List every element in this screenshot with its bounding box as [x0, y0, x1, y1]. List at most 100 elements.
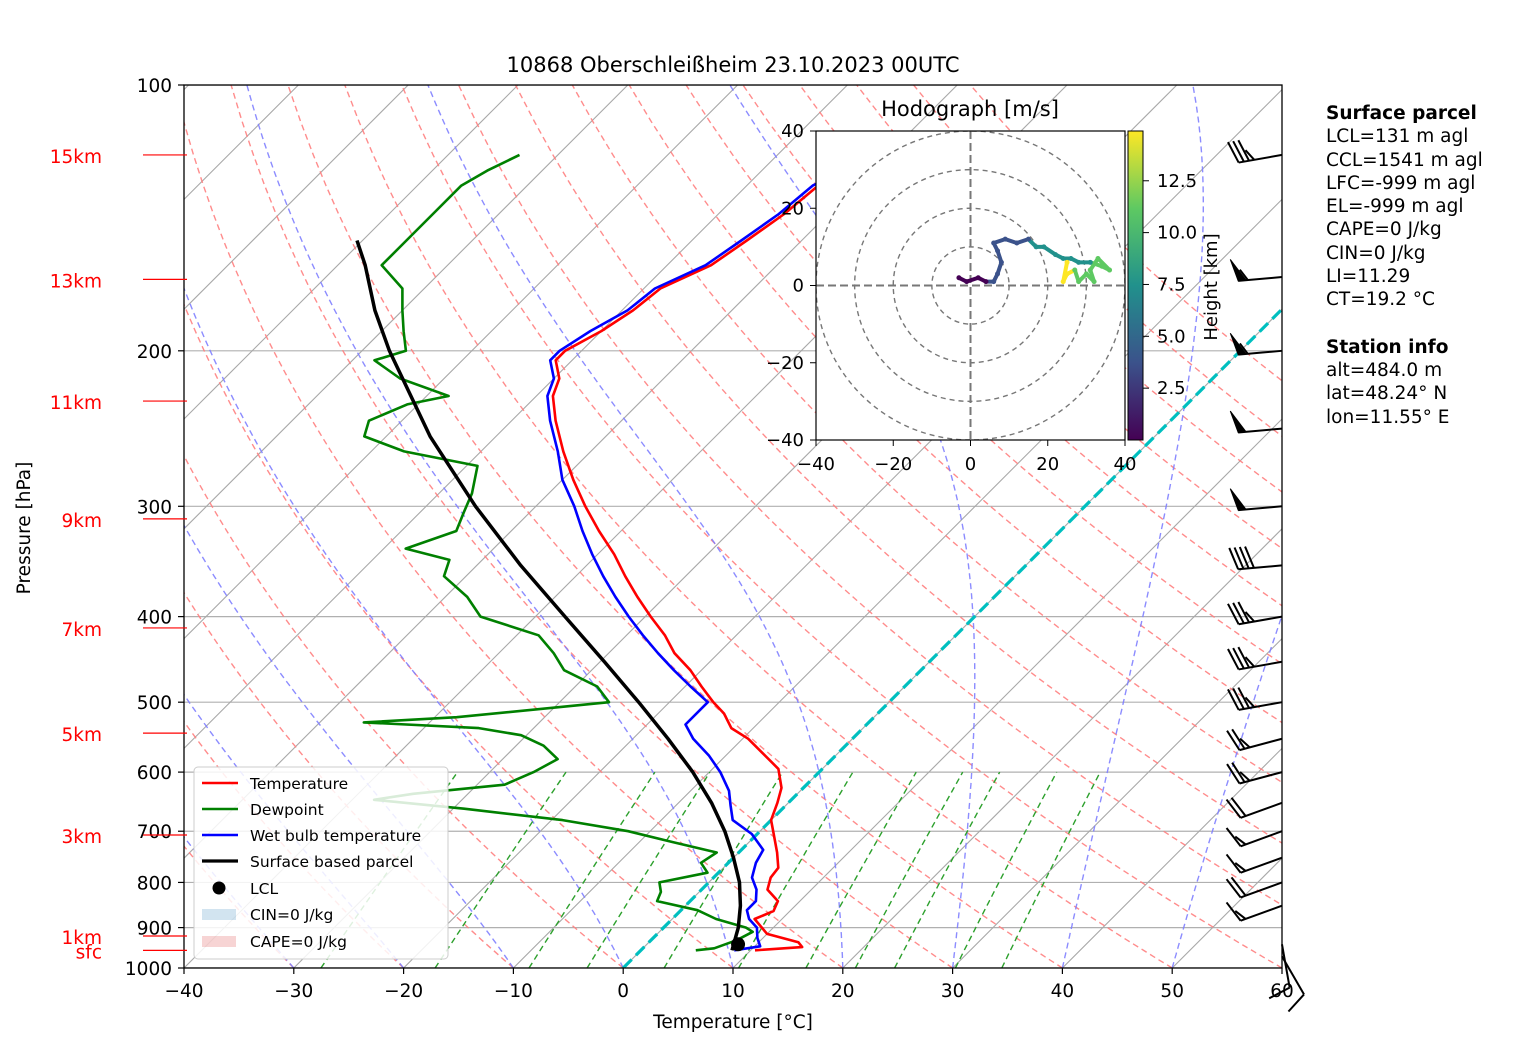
moist-adiabat: [729, 85, 976, 968]
mixing-ratio-line: [663, 771, 784, 968]
y-tick-label: 800: [137, 873, 172, 894]
info-lon: lon=11.55° E: [1326, 406, 1450, 428]
wind-barb: [1225, 876, 1283, 899]
info-cape: CAPE=0 J/kg: [1326, 219, 1442, 241]
hodograph-y-tick-label: −20: [766, 353, 804, 374]
dry-adiabat: [401, 85, 1282, 968]
dry-adiabat: [287, 85, 1063, 968]
wind-barbs: [1225, 139, 1305, 1013]
wind-barb: [1268, 944, 1291, 1000]
temperature-profile: [551, 153, 899, 952]
height-label: 13km: [50, 271, 102, 292]
hodograph-point: [1068, 255, 1074, 261]
x-tick-label: 30: [941, 981, 965, 1002]
legend-lcl: LCL: [250, 880, 278, 898]
hodograph-point: [956, 275, 962, 281]
hodograph-point: [1014, 240, 1020, 246]
hodograph-colorbar: [1127, 130, 1144, 441]
y-tick-label: 300: [137, 497, 172, 518]
info-li: LI=11.29: [1326, 266, 1411, 288]
dry-adiabat: [184, 302, 734, 968]
legend-temperature: Temperature: [249, 775, 348, 793]
wind-barb: [1228, 546, 1283, 571]
y-tick-label: 1000: [125, 959, 172, 980]
hodograph-point: [995, 271, 1001, 277]
hodograph-x-tick-label: −40: [797, 454, 835, 475]
x-tick-label: −40: [164, 981, 203, 1002]
hodograph-point: [998, 259, 1004, 265]
height-label: 15km: [50, 147, 102, 168]
hodograph-point: [1083, 271, 1089, 277]
hodograph-segment: [1061, 260, 1070, 284]
wind-barb: [1229, 410, 1283, 434]
x-tick-label: 40: [1051, 981, 1075, 1002]
hodograph-point: [1099, 263, 1105, 269]
info-el: EL=-999 m agl: [1326, 196, 1464, 218]
colorbar-tick-label: 2.5: [1157, 378, 1186, 399]
x-tick-label: 20: [831, 981, 855, 1002]
wind-barb: [1229, 332, 1283, 356]
legend-lcl-swatch: [212, 881, 226, 895]
hodograph-x-tick-label: −20: [874, 454, 912, 475]
isotherm: [184, 85, 629, 530]
wind-barb: [1225, 901, 1283, 922]
y-tick-label: 500: [137, 693, 172, 714]
wind-barb: [1229, 488, 1283, 512]
hodograph-point: [1072, 267, 1078, 273]
wind-barb: [1226, 762, 1283, 785]
y-tick-label: 600: [137, 763, 172, 784]
hodograph-y-tick-label: 0: [793, 276, 804, 297]
height-label: 9km: [61, 511, 102, 532]
moist-adiabat: [427, 85, 844, 968]
legend-cape: CAPE=0 J/kg: [250, 933, 347, 951]
hodograph-point: [964, 279, 970, 285]
info-ccl: CCL=1541 m agl: [1326, 149, 1483, 171]
hodograph-point: [1052, 252, 1058, 258]
height-label: 1km: [61, 928, 102, 949]
dry-adiabat: [856, 85, 1282, 493]
wind-barb: [1227, 687, 1283, 711]
isotherm: [1062, 747, 1282, 968]
colorbar-tick-label: 12.5: [1157, 171, 1197, 192]
info-alt: alt=484.0 m: [1326, 359, 1443, 381]
y-tick-label: 900: [137, 919, 172, 940]
y-tick-label: 400: [137, 608, 172, 629]
wind-barb: [1229, 259, 1283, 282]
info-lat: lat=48.24° N: [1326, 383, 1448, 405]
hodograph-segment: [1095, 256, 1112, 273]
y-axis-label: Pressure [hPa]: [14, 462, 35, 595]
isotherm: [732, 418, 1282, 968]
wind-barb: [1225, 797, 1283, 819]
isotherm: [184, 85, 519, 420]
moist-adiabat: [1061, 85, 1204, 968]
isotherm: [513, 198, 1282, 968]
height-label: sfc: [76, 942, 102, 963]
mixing-ratio-line: [528, 771, 656, 968]
height-label: 11km: [50, 393, 102, 414]
hodograph-point: [995, 248, 1001, 254]
height-label: 7km: [61, 620, 102, 641]
colorbar-tick-label: 5.0: [1157, 326, 1186, 347]
hodograph-title: Hodograph [m/s]: [881, 97, 1059, 121]
mixing-ratio-line: [586, 771, 711, 968]
hodograph-point: [1087, 259, 1093, 265]
surface-parcel-header: Surface parcel: [1326, 103, 1477, 124]
wind-barb: [1227, 601, 1283, 626]
hodograph-point: [1091, 279, 1097, 285]
mixing-ratio-line: [434, 771, 567, 968]
wind-barb: [1227, 646, 1283, 671]
hodograph-point: [1041, 244, 1047, 250]
hodograph-point: [1095, 255, 1101, 261]
hodograph-point: [1002, 236, 1008, 242]
x-tick-label: −20: [384, 981, 423, 1002]
legend: Temperature Dewpoint Wet bulb temperatur…: [193, 766, 449, 960]
mixing-ratio-line: [1001, 771, 1101, 968]
y-tick-label: 200: [137, 342, 172, 363]
hodograph-point: [1064, 271, 1070, 277]
moist-adiabat: [184, 286, 624, 968]
hodograph-y-tick-label: 20: [781, 198, 804, 219]
colorbar-tick-label: 10.0: [1157, 223, 1197, 244]
chart-title: 10868 Oberschleißheim 23.10.2023 00UTC: [507, 53, 960, 77]
